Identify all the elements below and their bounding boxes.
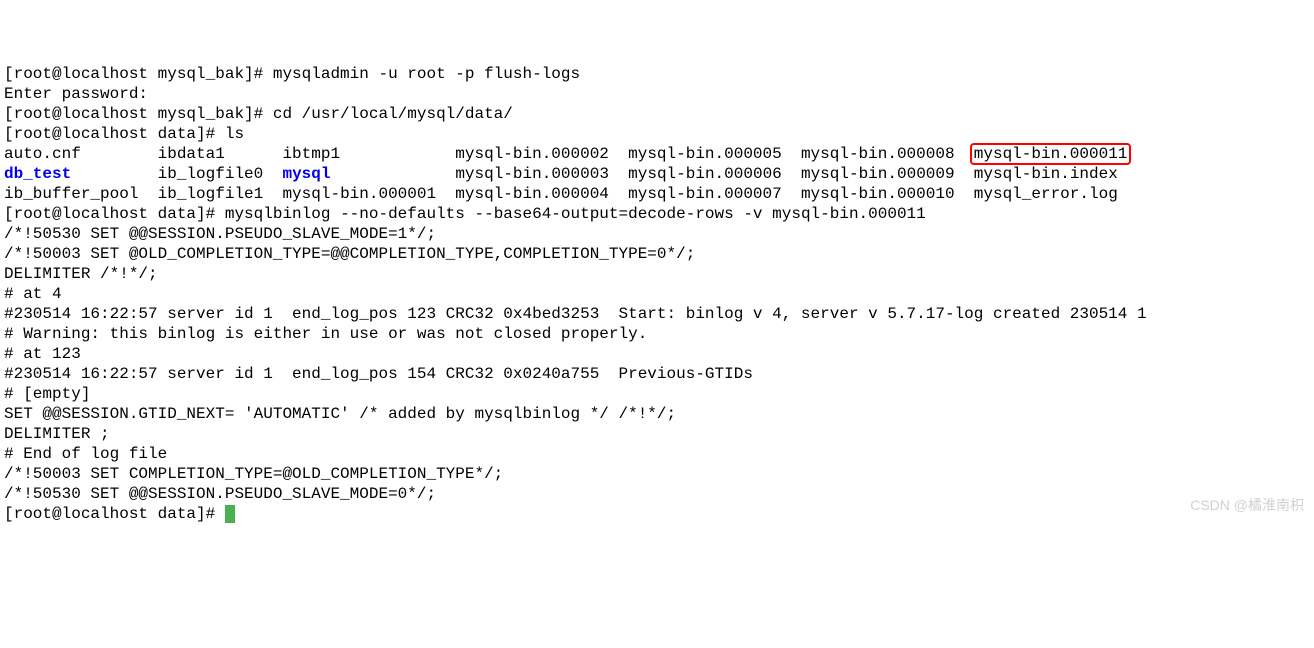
ls-file: mysql-bin.000002 bbox=[455, 145, 609, 163]
ls-file-highlighted: mysql-bin.000011 bbox=[970, 143, 1132, 165]
ls-file: mysql-bin.000006 bbox=[628, 165, 782, 183]
output-line: DELIMITER /*!*/; bbox=[4, 265, 158, 283]
output-line: DELIMITER ; bbox=[4, 425, 110, 443]
output-line: /*!50530 SET @@SESSION.PSEUDO_SLAVE_MODE… bbox=[4, 225, 436, 243]
output-line: /*!50003 SET COMPLETION_TYPE=@OLD_COMPLE… bbox=[4, 465, 503, 483]
command: cd /usr/local/mysql/data/ bbox=[273, 105, 513, 123]
terminal-output: [root@localhost mysql_bak]# mysqladmin -… bbox=[4, 64, 1314, 524]
output-line: # at 123 bbox=[4, 345, 81, 363]
ls-file: mysql-bin.000004 bbox=[455, 185, 609, 203]
prompt: [root@localhost data]# bbox=[4, 505, 225, 523]
prompt: [root@localhost data]# bbox=[4, 205, 225, 223]
prompt: [root@localhost data]# bbox=[4, 125, 225, 143]
output-line: # End of log file bbox=[4, 445, 167, 463]
ls-file: mysql-bin.000008 bbox=[801, 145, 955, 163]
ls-file: mysql-bin.000003 bbox=[455, 165, 609, 183]
ls-file: mysql-bin.000005 bbox=[628, 145, 782, 163]
ls-file: ibdata1 bbox=[158, 145, 225, 163]
ls-file: mysql-bin.000001 bbox=[282, 185, 436, 203]
output-line: #230514 16:22:57 server id 1 end_log_pos… bbox=[4, 305, 1147, 323]
ls-file: auto.cnf bbox=[4, 145, 81, 163]
ls-dir: db_test bbox=[4, 165, 71, 183]
prompt: [root@localhost mysql_bak]# bbox=[4, 65, 273, 83]
command: mysqladmin -u root -p flush-logs bbox=[273, 65, 580, 83]
output-line: Enter password: bbox=[4, 85, 148, 103]
ls-file: ibtmp1 bbox=[282, 145, 340, 163]
output-line: #230514 16:22:57 server id 1 end_log_pos… bbox=[4, 365, 753, 383]
ls-file: ib_logfile1 bbox=[158, 185, 264, 203]
watermark: CSDN @橘淮南枳 bbox=[1190, 495, 1304, 515]
output-line: /*!50530 SET @@SESSION.PSEUDO_SLAVE_MODE… bbox=[4, 485, 436, 503]
command: mysqlbinlog --no-defaults --base64-outpu… bbox=[225, 205, 926, 223]
ls-dir: mysql bbox=[282, 165, 330, 183]
ls-file: ib_logfile0 bbox=[158, 165, 264, 183]
ls-file: mysql-bin.000007 bbox=[628, 185, 782, 203]
ls-file: mysql-bin.index bbox=[974, 165, 1118, 183]
ls-file: ib_buffer_pool bbox=[4, 185, 138, 203]
output-line: # at 4 bbox=[4, 285, 62, 303]
output-line: # Warning: this binlog is either in use … bbox=[4, 325, 647, 343]
output-line: # [empty] bbox=[4, 385, 90, 403]
cursor-icon bbox=[225, 505, 235, 523]
command: ls bbox=[225, 125, 244, 143]
output-line: /*!50003 SET @OLD_COMPLETION_TYPE=@@COMP… bbox=[4, 245, 695, 263]
prompt: [root@localhost mysql_bak]# bbox=[4, 105, 273, 123]
ls-file: mysql-bin.000009 bbox=[801, 165, 955, 183]
output-line: SET @@SESSION.GTID_NEXT= 'AUTOMATIC' /* … bbox=[4, 405, 676, 423]
ls-file: mysql_error.log bbox=[974, 185, 1118, 203]
ls-file: mysql-bin.000010 bbox=[801, 185, 955, 203]
